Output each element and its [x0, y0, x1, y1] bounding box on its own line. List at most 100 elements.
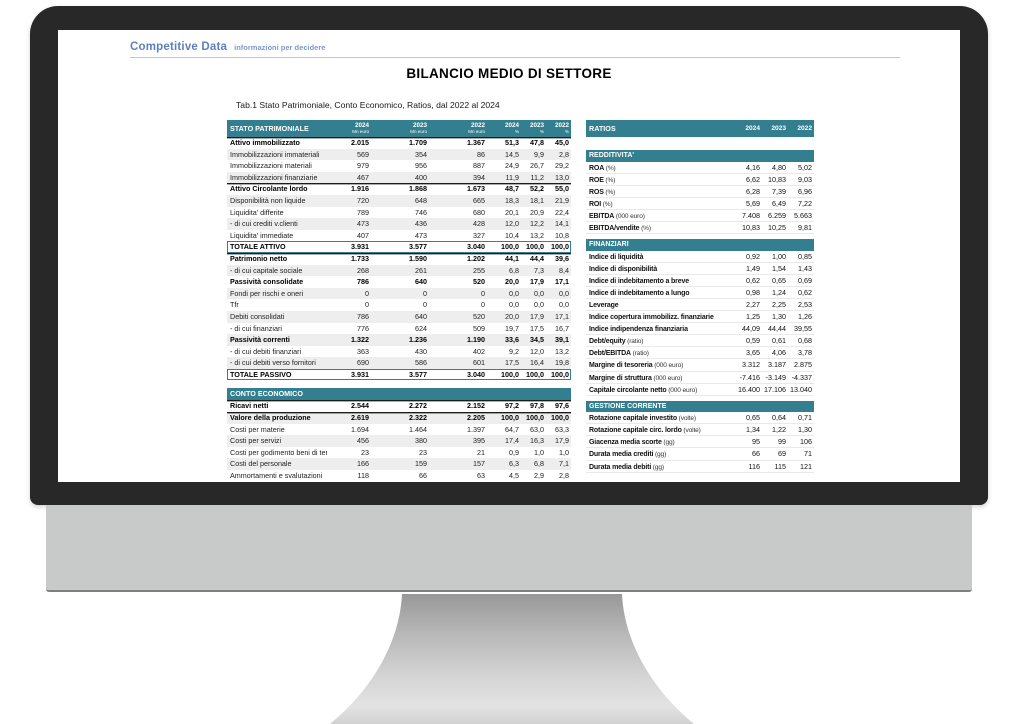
cell: 690: [357, 358, 369, 368]
row-label: Patrimonio netto: [230, 253, 288, 263]
cell: 115: [774, 461, 786, 471]
cell: 100,0: [551, 369, 569, 379]
cell: 2.322: [409, 413, 427, 423]
column-unit: Mn euro: [352, 128, 369, 134]
table-row: Immobilizzazioni materiali 979 956 887 24,9 2…: [227, 160, 571, 172]
cell: 720: [357, 195, 369, 205]
table-row: Indice di indebitamento a lungo 0,98 1,24 0…: [586, 287, 814, 299]
row-label: Debt/EBITDA (ratio): [586, 347, 736, 359]
table-row: TOTALE ATTIVO 3.931 3.577 3.040 100,0 100,0 10…: [227, 241, 571, 253]
row-label: Capitale circolante netto (000 euro): [586, 384, 736, 396]
cell: 0,61: [772, 336, 786, 346]
table-row: Durata media crediti (gg) 66 69 71: [586, 448, 814, 461]
cell: 0,59: [746, 336, 760, 346]
cell: 10,4: [505, 230, 519, 240]
cell: 520: [473, 277, 485, 287]
table-row: Debt/EBITDA (ratio) 3,65 4,06 3,78: [586, 347, 814, 360]
cell: 23: [361, 447, 369, 457]
cell: 21,9: [555, 195, 569, 205]
cell: 39,1: [555, 335, 569, 345]
cell: 86: [477, 149, 485, 159]
table-row: TOTALE PASSIVO 3.931 3.577 3.040 100,0 100,0 1…: [227, 368, 571, 381]
ratio-name: ROE: [589, 176, 604, 184]
cell: 0,85: [798, 251, 812, 261]
cell: 22,4: [555, 207, 569, 217]
ratio-unit: (volte): [677, 415, 696, 423]
cell: 17,1: [555, 311, 569, 321]
cell: 1,0: [534, 447, 544, 457]
cell: 6,49: [772, 198, 786, 208]
cell: 0,0: [534, 288, 544, 298]
cell: 48,7: [505, 184, 519, 194]
table-row: Fondi per rischi e oneri 0 0 0 0,0 0,0 0,0: [227, 287, 571, 300]
cell: 21: [477, 447, 485, 457]
ratio-name: Margine di struttura: [589, 374, 652, 382]
cell: -3.149: [765, 372, 786, 382]
row-label: - di cui debiti finanziari: [230, 346, 302, 356]
ratio-unit: (%): [639, 224, 651, 232]
cell: 116: [748, 461, 760, 471]
cell: 17,5: [505, 358, 519, 368]
cell: 118: [357, 471, 369, 481]
cell: 16,4: [530, 358, 544, 368]
cell: 3.577: [409, 242, 427, 252]
row-label: Liquidita' differite: [230, 207, 284, 217]
cell: 1,25: [746, 312, 760, 322]
cell: 0: [365, 288, 369, 298]
column-year: 2023: [412, 121, 427, 129]
table-row: - di cui debiti finanziari 363 430 402 9,2 12…: [227, 345, 571, 358]
cell: 640: [415, 277, 427, 287]
row-label: Immobilizzazioni materiali: [230, 161, 312, 171]
column-header: 2023 Mn euro: [371, 121, 429, 135]
cell: 17,1: [555, 277, 569, 287]
table-row: Durata media debiti (gg) 116 115 121: [586, 461, 814, 473]
brand-tagline: informazioni per decidere: [234, 43, 326, 52]
ratio-name: ROS: [589, 188, 604, 196]
ratio-unit: (000 euro): [651, 374, 683, 382]
column-year: 2024: [354, 121, 369, 129]
cell: 26,7: [530, 161, 544, 171]
ratio-name: Debt/EBITDA: [589, 350, 631, 358]
cell: 402: [473, 346, 485, 356]
column-header: 2022%: [546, 122, 571, 135]
cell: 20,0: [505, 311, 519, 321]
cell: 0,62: [798, 287, 812, 297]
row-label: Valore della produzione: [230, 413, 311, 423]
cell: 97,2: [505, 401, 519, 411]
table-row: Rotazione capitale investito (volte) 0,65…: [586, 412, 814, 425]
table-row: Costi del personale 166 159 157 6,3 6,8 7,1: [227, 458, 571, 471]
right-column: RATIOS 2024 2023 2022 REDDITIVITA' ROA (%) 4…: [586, 120, 814, 473]
row-label: Costi per materie: [230, 424, 285, 434]
table-row: - di cui capitale sociale 268 261 255 6,8 7,3…: [227, 264, 571, 277]
monitor-stand: [330, 594, 694, 724]
cell: 746: [415, 207, 427, 217]
cell: 13.040: [790, 384, 812, 394]
cell: 363: [357, 346, 369, 356]
ratio-unit: (gg): [653, 451, 667, 459]
row-label: Leverage: [586, 299, 736, 311]
cell: 100,0: [526, 413, 544, 423]
cell: 2,8: [559, 471, 569, 481]
cell: 428: [473, 219, 485, 229]
table-row: ROI (%) 5,69 6,49 7,22: [586, 198, 814, 210]
column-header: 2024 Mn euro: [327, 121, 371, 135]
balance-table-header: STATO PATRIMONIALE 2024 Mn euro 2023 Mn eur…: [227, 120, 571, 137]
row-label: Giacenza media scorte (gg): [586, 436, 736, 448]
row-label: Immobilizzazioni finanziarie: [230, 172, 318, 182]
column-year: 2023: [771, 125, 786, 132]
ratio-unit: (gg): [661, 439, 675, 447]
ratios-table-title: RATIOS: [589, 124, 616, 133]
table-row: Attivo Circolante lordo 1.916 1.868 1.673 48…: [227, 183, 571, 195]
row-label: TOTALE PASSIVO: [230, 369, 292, 379]
table-row: Capitale circolante netto (000 euro) 16.4…: [586, 384, 814, 396]
cell: 0,64: [772, 413, 786, 423]
cell: 4,5: [509, 471, 519, 481]
column-year: 2022: [470, 121, 485, 129]
row-label: ROA (%): [586, 162, 736, 174]
cell: 52,2: [530, 184, 544, 194]
table-row: Debt/equity (ratio) 0,59 0,61 0,68: [586, 335, 814, 348]
cell: 430: [415, 346, 427, 356]
row-label: Durata media debiti (gg): [586, 461, 736, 473]
cell: 1.590: [409, 253, 427, 263]
